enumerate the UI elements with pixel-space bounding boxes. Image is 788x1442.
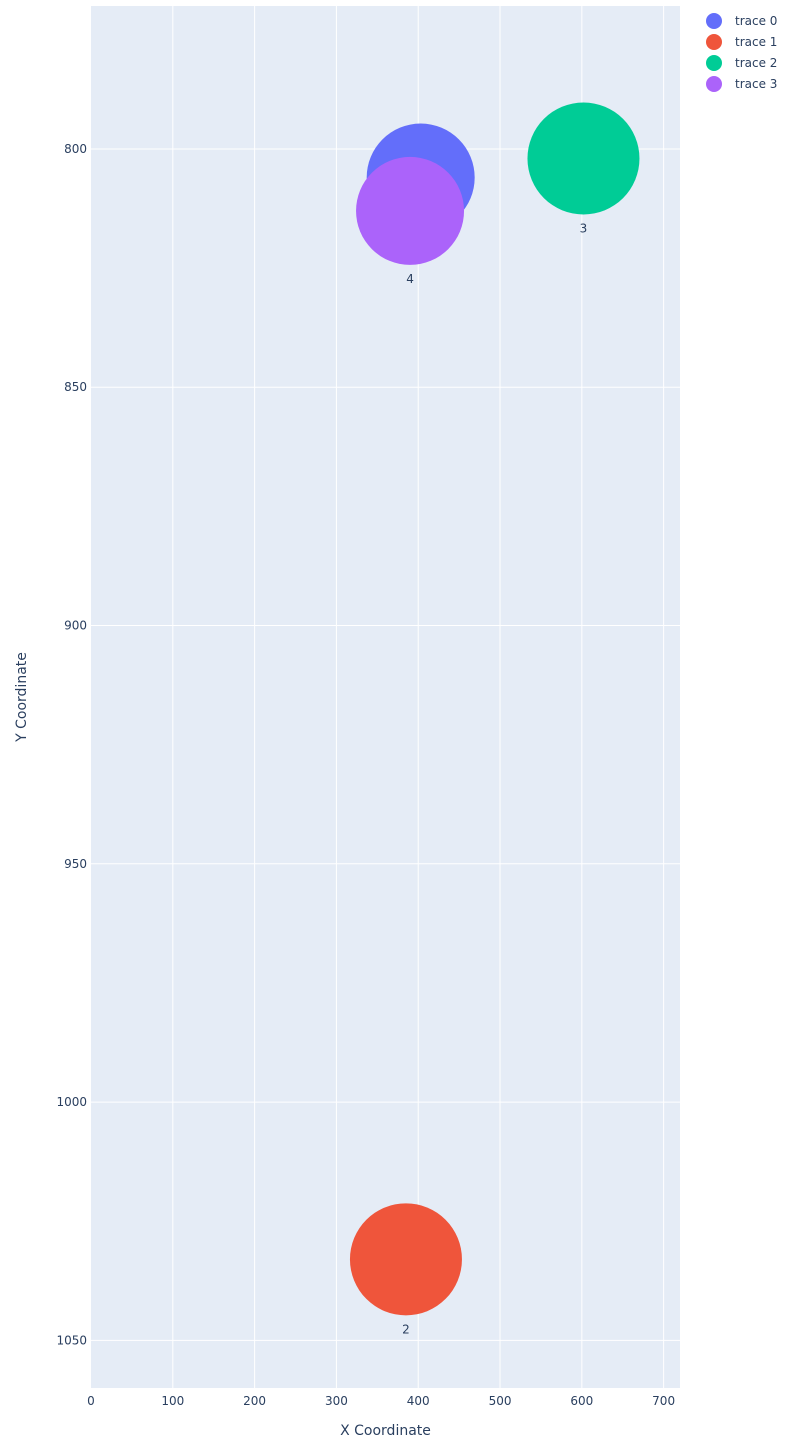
legend-marker-trace-0[interactable] — [706, 13, 722, 29]
y-axis-title: Y Coordinate — [14, 652, 30, 743]
x-tick-label: 700 — [652, 1394, 675, 1408]
legend-marker-trace-3[interactable] — [706, 76, 722, 92]
bubble-trace-1[interactable] — [349, 1203, 462, 1316]
x-tick-label: 100 — [161, 1394, 184, 1408]
legend-label-trace-0[interactable]: trace 0 — [735, 14, 777, 28]
x-tick-label: 300 — [325, 1394, 348, 1408]
y-tick-label: 900 — [64, 619, 87, 633]
x-tick-label: 500 — [489, 1394, 512, 1408]
x-tick-label: 600 — [570, 1394, 593, 1408]
y-tick-label: 950 — [64, 857, 87, 871]
bubble-label-trace-2: 3 — [580, 221, 588, 235]
y-axis-ticks: 800 850 900 950 1000 1050 — [56, 142, 87, 1347]
x-tick-label: 200 — [243, 1394, 266, 1408]
y-tick-label: 800 — [64, 142, 87, 156]
legend-label-trace-1[interactable]: trace 1 — [735, 35, 777, 49]
y-tick-label: 1050 — [56, 1333, 87, 1347]
bubble-trace-3[interactable] — [356, 156, 465, 265]
legend-label-trace-2[interactable]: trace 2 — [735, 56, 777, 70]
y-tick-label: 1000 — [56, 1095, 87, 1109]
bubble-trace-2[interactable] — [527, 102, 640, 215]
legend-label-trace-3[interactable]: trace 3 — [735, 77, 777, 91]
bubbles: 2 3 4 — [349, 102, 640, 1336]
x-tick-label: 0 — [87, 1394, 95, 1408]
gridlines — [91, 6, 680, 1388]
x-tick-label: 400 — [407, 1394, 430, 1408]
legend-marker-trace-1[interactable] — [706, 34, 722, 50]
x-axis-ticks: 0 100 200 300 400 500 600 700 — [87, 1394, 675, 1408]
bubble-label-trace-3: 4 — [406, 272, 414, 286]
x-axis-title: X Coordinate — [340, 1423, 431, 1439]
y-tick-label: 850 — [64, 380, 87, 394]
bubble-label-trace-1: 2 — [402, 1322, 410, 1336]
legend-marker-trace-2[interactable] — [706, 55, 722, 71]
legend[interactable]: trace 0 trace 1 trace 2 trace 3 — [706, 13, 777, 92]
